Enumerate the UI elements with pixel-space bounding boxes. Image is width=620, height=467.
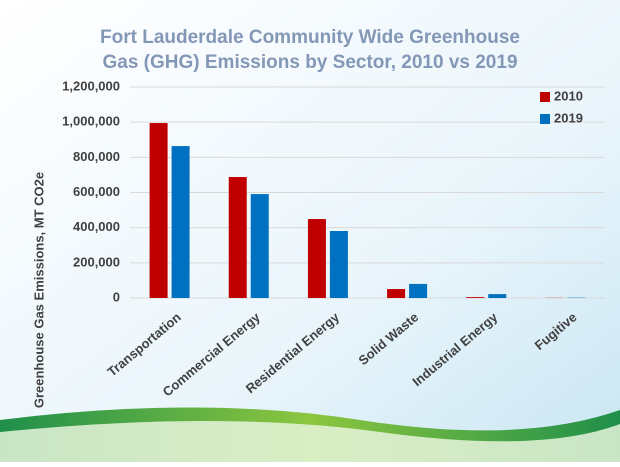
bar <box>172 146 190 298</box>
legend-label: 2010 <box>554 88 583 103</box>
y-tick-label: 0 <box>113 289 120 304</box>
legend-swatch <box>540 114 550 124</box>
bar <box>330 231 348 298</box>
bar <box>308 219 326 298</box>
y-tick-label: 1,200,000 <box>62 78 120 93</box>
y-tick-label: 200,000 <box>73 254 120 269</box>
bar <box>251 194 269 298</box>
bar <box>488 294 506 298</box>
y-tick-label: 400,000 <box>73 219 120 234</box>
chart-title: Fort Lauderdale Community Wide Greenhous… <box>100 27 520 48</box>
legend-label: 2019 <box>554 110 583 125</box>
bar <box>466 297 484 298</box>
y-tick-label: 800,000 <box>73 149 120 164</box>
bar <box>387 289 405 298</box>
bar <box>150 123 168 298</box>
y-tick-label: 1,000,000 <box>62 114 120 129</box>
y-tick-label: 600,000 <box>73 184 120 199</box>
legend-swatch <box>540 92 550 102</box>
y-axis-title: Greenhouse Gas Emissions, MT CO2e <box>31 172 46 408</box>
bar <box>409 284 427 298</box>
chart-title: Gas (GHG) Emissions by Sector, 2010 vs 2… <box>102 52 517 73</box>
bar <box>229 177 247 298</box>
